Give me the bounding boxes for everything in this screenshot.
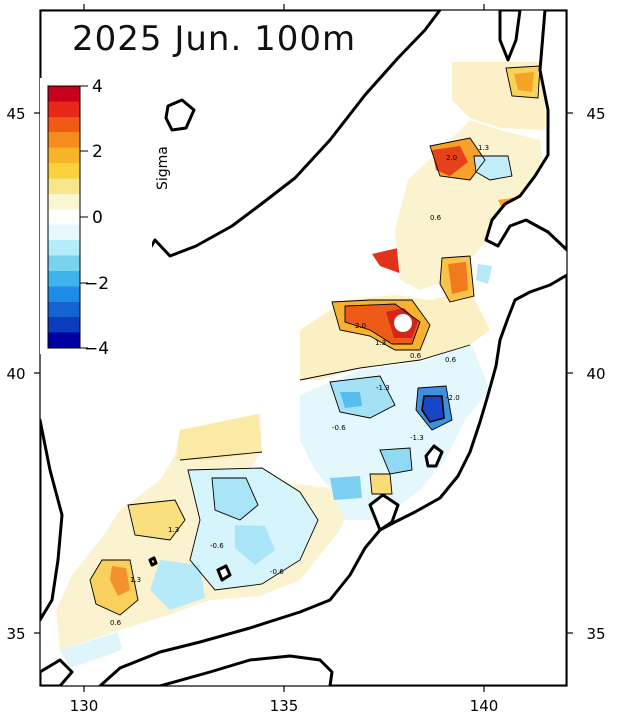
contour-label: 0.6 bbox=[110, 619, 122, 627]
y-tick-label-right: 35 bbox=[586, 625, 605, 643]
x-tick-label: 140 bbox=[470, 697, 499, 715]
contour-label: 0.6 bbox=[430, 214, 442, 222]
x-tick-label: 135 bbox=[270, 697, 299, 715]
contour-label: 0.6 bbox=[445, 356, 457, 364]
contour-label: 1.3 bbox=[375, 339, 386, 347]
contour-label: 1.3 bbox=[130, 576, 141, 584]
anomaly-field bbox=[56, 62, 545, 668]
contour-label: -0.6 bbox=[332, 424, 346, 432]
colorbar-scale bbox=[47, 85, 81, 349]
contour-label: -1.3 bbox=[376, 384, 390, 392]
y-tick-label-left: 40 bbox=[6, 365, 25, 383]
colorbar-tick-label: 0 bbox=[92, 208, 103, 228]
map-title: 2025 Jun. 100m bbox=[72, 19, 356, 59]
colorbar-title: Sigma bbox=[155, 146, 171, 190]
contour-label: 2.0 bbox=[355, 322, 366, 330]
x-tick-label: 130 bbox=[70, 697, 99, 715]
contour-label: 2.0 bbox=[446, 154, 457, 162]
y-tick-label-left: 45 bbox=[6, 105, 25, 123]
contour-label: 1.3 bbox=[478, 144, 489, 152]
contour-labels: 2.0 2.0 1.3 1.3 1.3 1.3 0.6 0.6 0.6 0.6 … bbox=[110, 144, 489, 627]
contour-label: -0.6 bbox=[270, 568, 284, 576]
y-tick-label-right: 40 bbox=[586, 365, 605, 383]
y-tick-label-right: 45 bbox=[586, 105, 605, 123]
colorbar: 4 2 0 −2 −4 Sigma bbox=[40, 77, 171, 359]
contour-label: -0.6 bbox=[210, 542, 224, 550]
colorbar-tick-label: −2 bbox=[84, 274, 109, 294]
colorbar-tick-label: 4 bbox=[92, 77, 103, 97]
contour-label: 1.3 bbox=[168, 526, 179, 534]
contour-label: -1.3 bbox=[410, 434, 424, 442]
axis-labels: 130 135 140 45 40 35 45 40 35 bbox=[6, 105, 605, 715]
colorbar-tick-label: −4 bbox=[84, 339, 109, 359]
colorbar-tick-label: 2 bbox=[92, 142, 103, 162]
contour-label: 0.6 bbox=[410, 352, 422, 360]
contour-lines bbox=[89, 65, 541, 616]
axis-ticks bbox=[34, 4, 573, 692]
contour-label: -2.0 bbox=[446, 394, 460, 402]
y-tick-label-left: 35 bbox=[6, 625, 25, 643]
